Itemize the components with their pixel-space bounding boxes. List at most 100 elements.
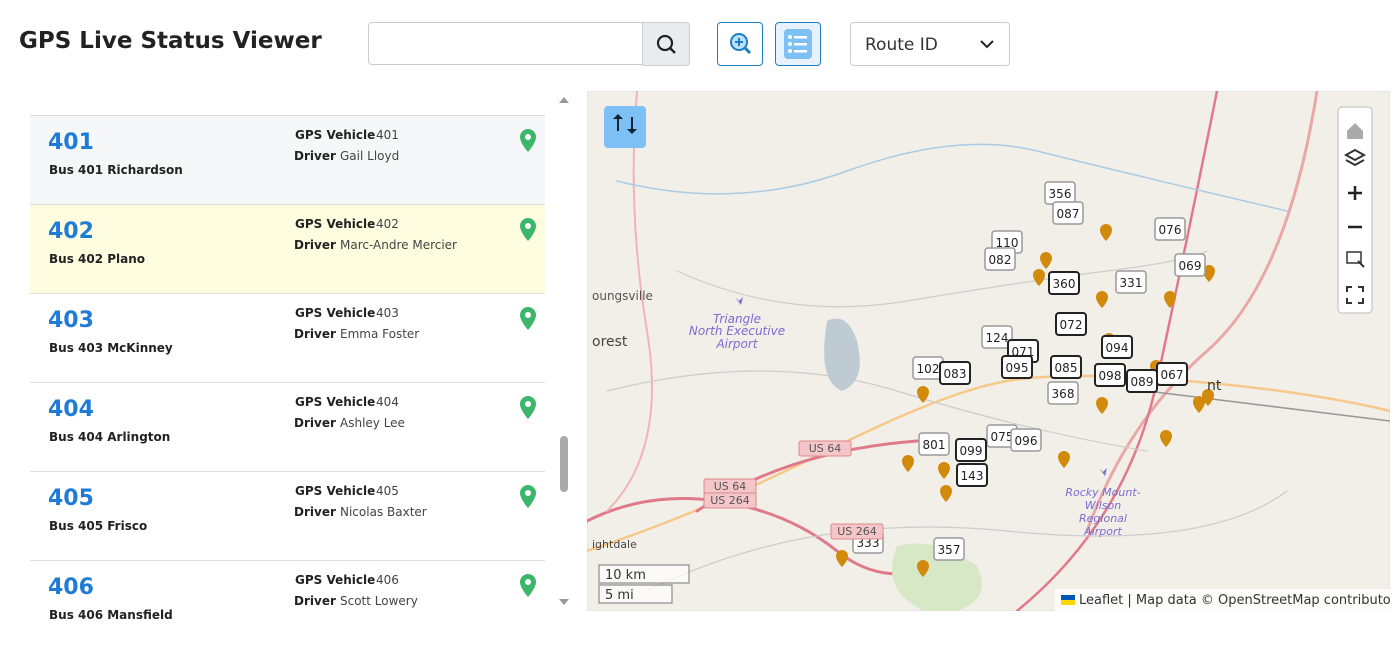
vehicle-row[interactable]: 403 Bus 403 McKinney GPS Vehicle 403 Driver E… xyxy=(30,293,545,382)
bus-name: Bus 405 Frisco xyxy=(49,519,148,533)
marker-label: 075 xyxy=(991,430,1014,444)
vehicle-row[interactable]: 402 Bus 402 Plano GPS Vehicle 402 Driver Marc… xyxy=(30,204,545,293)
route-number: 403 xyxy=(48,308,94,333)
bus-name: Bus 404 Arlington xyxy=(49,430,171,444)
marker-label: 094 xyxy=(1106,341,1129,355)
vehicle-marker[interactable] xyxy=(1010,428,1042,452)
marker-label: 110 xyxy=(996,236,1019,250)
driver-name: Emma Foster xyxy=(340,327,420,341)
vehicle-row[interactable]: 404 Bus 404 Arlington GPS Vehicle 404 Driver… xyxy=(30,382,545,471)
map: 356 087 076 110 082 069 360 331 072 124 071 094 095 0… xyxy=(585,89,1396,616)
place-label: Airport xyxy=(715,337,758,351)
dropdown-label: Route ID xyxy=(865,35,938,55)
search-button[interactable] xyxy=(642,22,690,66)
route-number: 402 xyxy=(48,219,94,244)
vehicle-pin xyxy=(940,485,952,502)
sync-button[interactable] xyxy=(604,106,646,148)
gps-value: 406 xyxy=(376,573,399,587)
vehicle-pin xyxy=(1058,451,1070,468)
vehicle-marker[interactable] xyxy=(1048,271,1080,295)
vehicle-marker[interactable] xyxy=(981,325,1013,349)
vehicle-marker[interactable] xyxy=(1174,253,1206,277)
vehicle-row[interactable]: 401 Bus 401 Richardson GPS Vehicle 401 Drive… xyxy=(30,115,545,204)
driver-label: Driver xyxy=(294,594,336,608)
list-icon xyxy=(784,29,812,59)
bus-name: Bus 402 Plano xyxy=(49,252,146,266)
road-shield xyxy=(830,523,884,540)
vehicle-marker[interactable] xyxy=(1047,381,1079,405)
vehicle-marker[interactable] xyxy=(939,361,971,385)
gps-label: GPS Vehicle xyxy=(295,395,376,409)
vehicle-pin xyxy=(1033,269,1045,286)
marker-label: 102 xyxy=(917,362,940,376)
gps-label: GPS Vehicle xyxy=(295,128,376,142)
vehicle-marker[interactable] xyxy=(1156,362,1188,386)
place-label: Wilson xyxy=(1085,499,1121,512)
location-pin xyxy=(520,307,536,330)
chevron xyxy=(980,40,994,49)
bus-name: Bus 403 McKinney xyxy=(49,341,173,355)
vehicle-list: 401 Bus 401 Richardson GPS Vehicle 401 Drive… xyxy=(30,91,545,621)
place-label: Triangle xyxy=(713,312,761,326)
gps-label: GPS Vehicle xyxy=(295,217,376,231)
location-pin xyxy=(520,485,536,508)
driver-label: Driver xyxy=(294,238,336,252)
scale-km: 10 km xyxy=(605,568,646,583)
zoom-search-button[interactable] xyxy=(717,22,763,66)
vehicle-pin xyxy=(1040,252,1052,269)
zoom-icon xyxy=(730,33,752,55)
route-dropdown[interactable]: Route ID xyxy=(850,22,1010,66)
vehicle-pin xyxy=(917,386,929,403)
search-input[interactable] xyxy=(368,22,688,65)
marker-label: 368 xyxy=(1052,387,1075,401)
road-label: US 264 xyxy=(710,494,750,507)
vehicle-marker[interactable] xyxy=(1115,270,1147,294)
place-label: nt xyxy=(1207,378,1222,394)
vehicle-marker[interactable] xyxy=(918,432,950,456)
place-label: Rocky Mount- xyxy=(1065,486,1140,499)
route-number: 401 xyxy=(48,130,94,155)
app-title: GPS Live Status Viewer xyxy=(19,28,322,54)
driver-label: Driver xyxy=(294,416,336,430)
vehicle-marker[interactable] xyxy=(1154,217,1186,241)
bus-name: Bus 406 Mansfield xyxy=(49,608,173,621)
marker-label: 087 xyxy=(1057,207,1080,221)
marker-label: 082 xyxy=(989,253,1012,267)
driver-label: Driver xyxy=(294,505,336,519)
driver-name: Nicolas Baxter xyxy=(340,505,427,519)
marker-label: 098 xyxy=(1099,369,1122,383)
marker-label: 069 xyxy=(1179,259,1202,273)
list-toggle-button[interactable] xyxy=(775,22,821,66)
vehicle-row[interactable]: 406 Bus 406 Mansfield GPS Vehicle 406 Driver… xyxy=(30,560,545,621)
marker-label: 083 xyxy=(944,367,967,381)
vehicle-pin xyxy=(1203,265,1215,282)
road-shield xyxy=(798,440,852,457)
route-number: 404 xyxy=(48,397,94,422)
location-pin xyxy=(520,396,536,419)
vehicle-marker[interactable] xyxy=(933,537,965,561)
place-label: North Executive xyxy=(689,324,785,338)
vehicle-marker[interactable] xyxy=(955,438,987,462)
marker-label: 331 xyxy=(1120,276,1143,290)
attribution: Leaflet | Map data © OpenStreetMap contr… xyxy=(1079,593,1390,608)
vehicle-marker[interactable] xyxy=(1055,312,1087,336)
vehicle-marker[interactable] xyxy=(1101,335,1133,359)
vehicle-row[interactable]: 405 Bus 405 Frisco GPS Vehicle 405 Driver Nic… xyxy=(30,471,545,560)
bus-name: Bus 401 Richardson xyxy=(49,163,183,177)
vehicle-marker[interactable] xyxy=(1052,201,1084,225)
vehicle-marker[interactable] xyxy=(1094,363,1126,387)
vehicle-marker[interactable] xyxy=(984,247,1016,271)
vehicle-marker[interactable] xyxy=(956,463,988,487)
marker-label: 089 xyxy=(1131,375,1154,389)
vehicle-marker[interactable] xyxy=(1001,355,1033,379)
vehicle-pin xyxy=(1164,291,1176,308)
marker-label: 085 xyxy=(1055,361,1078,375)
gps-value: 401 xyxy=(376,128,399,142)
vehicle-marker[interactable] xyxy=(1050,355,1082,379)
marker-label: 072 xyxy=(1060,318,1083,332)
marker-label: 067 xyxy=(1161,368,1184,382)
marker-label: 124 xyxy=(986,331,1009,345)
road-label: US 64 xyxy=(714,480,747,493)
